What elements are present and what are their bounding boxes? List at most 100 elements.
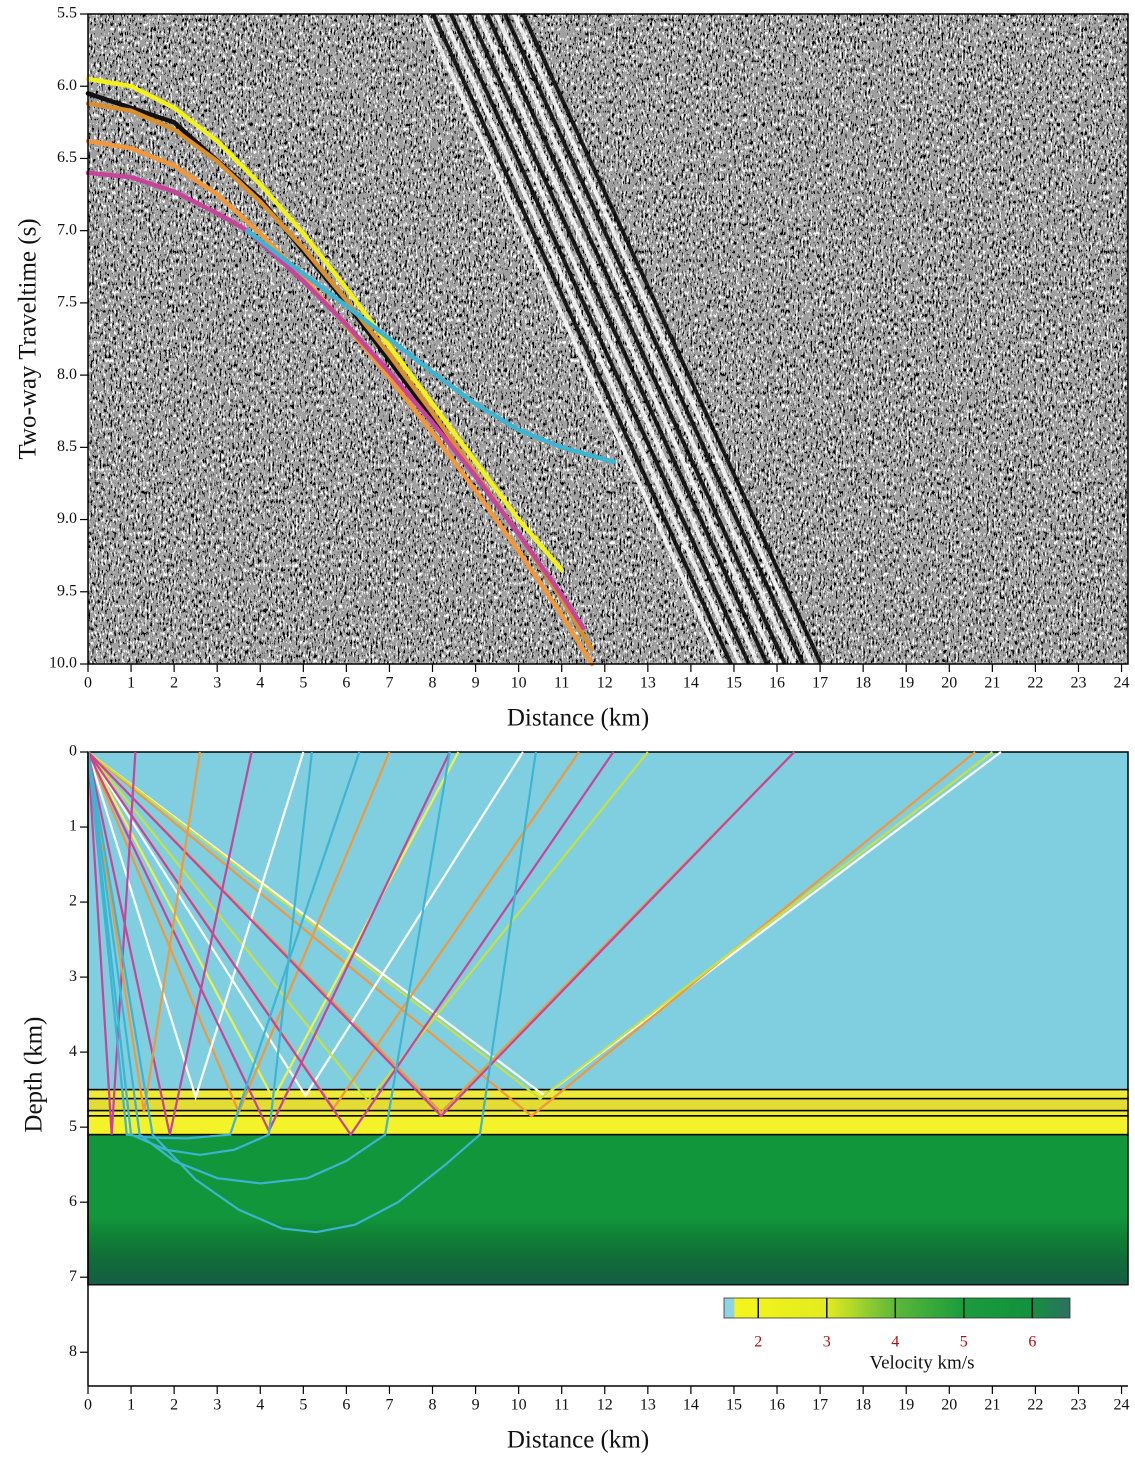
x-tick-label: 2 xyxy=(170,1397,178,1414)
x-tick-label: 7 xyxy=(385,675,393,692)
x-tick-label: 19 xyxy=(898,1397,914,1414)
x-tick-label: 9 xyxy=(472,1397,480,1414)
x-tick-label: 15 xyxy=(726,675,742,692)
stripe xyxy=(440,13,742,665)
traveltime-curve xyxy=(85,76,564,573)
x-tick-label: 4 xyxy=(256,675,264,692)
x-tick-label: 22 xyxy=(1027,675,1043,692)
ray xyxy=(86,751,253,1135)
x-tick-label: 20 xyxy=(941,1397,957,1414)
x-tick-label: 17 xyxy=(812,675,828,692)
ray xyxy=(87,751,796,1118)
y-tick-label: 8.0 xyxy=(57,366,77,383)
x-tick-label: 4 xyxy=(256,1397,264,1414)
ray xyxy=(87,751,524,1098)
ray xyxy=(87,751,615,1137)
y-axis-label: Depth (km) xyxy=(21,1017,48,1133)
stripe xyxy=(467,13,769,665)
ray xyxy=(86,751,202,1113)
x-tick-label: 22 xyxy=(1027,1397,1043,1414)
y-tick-label: 7.0 xyxy=(57,221,77,238)
y-tick-label: 5 xyxy=(69,1118,77,1135)
x-tick-label: 23 xyxy=(1070,1397,1086,1414)
traveltime-curve xyxy=(245,228,616,465)
x-tick-label: 16 xyxy=(769,675,785,692)
x-tick-label: 0 xyxy=(84,675,92,692)
x-tick-label: 2 xyxy=(170,675,178,692)
x-tick-label: 11 xyxy=(554,1397,569,1414)
x-tick-label: 24 xyxy=(1114,675,1130,692)
x-tick-label: 21 xyxy=(984,675,1000,692)
x-tick-label: 9 xyxy=(472,675,480,692)
x-tick-label: 6 xyxy=(342,675,350,692)
layer xyxy=(87,1115,1129,1136)
x-tick-label: 17 xyxy=(812,1397,828,1414)
ray xyxy=(87,751,976,1118)
y-tick-label: 6.0 xyxy=(57,77,77,94)
x-tick-label: 0 xyxy=(84,1397,92,1414)
colorbar-label: Velocity km/s xyxy=(869,1352,974,1373)
y-tick-label: 8.5 xyxy=(57,438,77,455)
stripe xyxy=(485,13,787,665)
ray xyxy=(86,751,137,1135)
x-tick-label: 14 xyxy=(683,675,699,692)
colorbar xyxy=(723,1297,1071,1319)
ray xyxy=(86,751,361,1140)
x-tick-label: 14 xyxy=(683,1397,699,1414)
ray xyxy=(87,751,994,1101)
x-tick-label: 18 xyxy=(855,1397,871,1414)
traveltime-curve xyxy=(85,170,586,631)
x-tick-label: 12 xyxy=(597,1397,613,1414)
y-tick-label: 6 xyxy=(69,1193,77,1210)
x-tick-label: 16 xyxy=(769,1397,785,1414)
colorbar-tick-label: 6 xyxy=(1028,1334,1036,1351)
x-tick-label: 8 xyxy=(429,1397,437,1414)
stripe xyxy=(476,13,778,665)
y-tick-label: 4 xyxy=(69,1043,77,1060)
x-tick-label: 21 xyxy=(984,1397,1000,1414)
layer xyxy=(87,751,1129,1091)
x-tick-label: 8 xyxy=(429,675,437,692)
y-tick-label: 8 xyxy=(69,1343,77,1360)
x-tick-label: 19 xyxy=(898,675,914,692)
y-tick-label: 5.5 xyxy=(57,5,77,22)
stripe xyxy=(458,13,760,665)
layer xyxy=(87,1109,1129,1117)
y-tick-label: 7 xyxy=(69,1268,77,1285)
x-tick-label: 20 xyxy=(941,675,957,692)
x-tick-label: 5 xyxy=(299,1397,307,1414)
y-tick-label: 9.0 xyxy=(57,510,77,527)
x-tick-label: 6 xyxy=(342,1397,350,1414)
x-axis-label: Distance (km) xyxy=(507,705,649,732)
y-tick-label: 1 xyxy=(69,818,77,835)
colorbar-tick-label: 5 xyxy=(960,1334,968,1351)
direct-wave xyxy=(422,13,823,665)
y-tick-label: 3 xyxy=(69,968,77,985)
x-tick-label: 18 xyxy=(855,675,871,692)
ray xyxy=(86,751,305,1101)
colorbar-tick-label: 4 xyxy=(891,1334,899,1351)
stripe xyxy=(422,13,724,665)
x-tick-label: 3 xyxy=(213,1397,221,1414)
x-tick-label: 3 xyxy=(213,675,221,692)
x-tick-label: 10 xyxy=(511,1397,527,1414)
stripe xyxy=(512,13,814,665)
colorbar-tick-label: 3 xyxy=(823,1334,831,1351)
y-tick-label: 2 xyxy=(69,893,77,910)
x-tick-label: 12 xyxy=(597,675,613,692)
x-axis-label: Distance (km) xyxy=(507,1427,649,1454)
x-tick-label: 5 xyxy=(299,675,307,692)
y-tick-label: 7.5 xyxy=(57,294,77,311)
x-tick-label: 23 xyxy=(1070,675,1086,692)
x-tick-label: 11 xyxy=(554,675,569,692)
stripe xyxy=(494,13,796,665)
y-tick-label: 10.0 xyxy=(49,655,77,672)
x-tick-label: 24 xyxy=(1114,1397,1130,1414)
stripe xyxy=(521,13,823,665)
x-tick-label: 15 xyxy=(726,1397,742,1414)
y-tick-label: 9.5 xyxy=(57,582,77,599)
colorbar-tick-label: 2 xyxy=(754,1334,762,1351)
x-tick-label: 1 xyxy=(127,1397,135,1414)
y-tick-label: 0 xyxy=(69,743,77,760)
